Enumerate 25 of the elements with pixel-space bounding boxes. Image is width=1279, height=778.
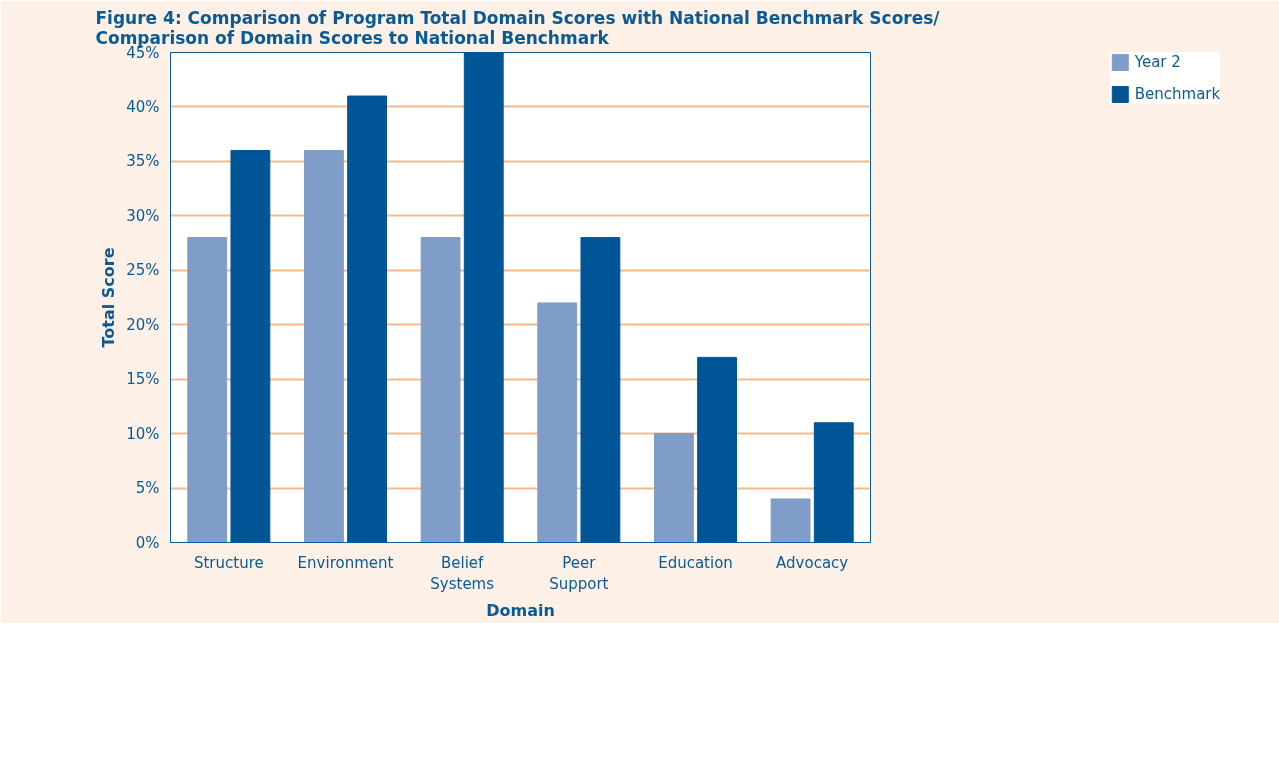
x-tick-label: Peer Support: [549, 553, 609, 594]
y-tick-label: 30%: [126, 206, 160, 225]
y-tick-label: 10%: [126, 424, 160, 443]
y-tick-label: 15%: [126, 370, 160, 389]
legend-label: Year 2: [1134, 53, 1181, 71]
bar: [537, 302, 578, 543]
y-tick-label: 25%: [126, 261, 160, 280]
bar: [303, 150, 344, 543]
x-tick-label: Environment: [297, 553, 394, 572]
bar: [653, 433, 694, 543]
y-axis-title: Total Score: [99, 247, 119, 348]
x-tick-label: Advocacy: [776, 553, 849, 572]
bar: [420, 237, 461, 543]
y-tick-label: 35%: [126, 152, 160, 171]
y-tick-label: 20%: [126, 315, 160, 334]
y-tick-label: 0%: [135, 533, 160, 552]
bar: [770, 498, 811, 543]
y-tick-label: 40%: [126, 97, 160, 116]
y-tick-label: 5%: [135, 479, 160, 498]
x-tick-label: Structure: [193, 553, 264, 572]
x-tick-label: Belief Systems: [430, 553, 495, 594]
bar: [187, 237, 228, 543]
x-axis-title: Domain: [486, 601, 555, 621]
legend-label: Benchmark: [1134, 85, 1221, 103]
x-tick-label: Education: [658, 553, 733, 572]
